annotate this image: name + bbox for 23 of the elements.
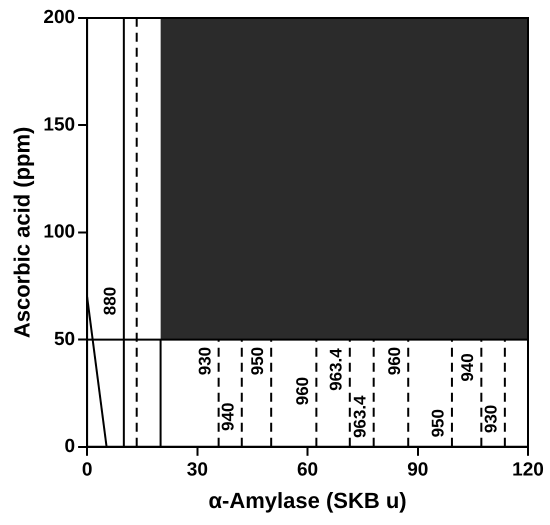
annotation: 963.4 <box>350 394 370 438</box>
annotation: 963.4 <box>326 348 346 391</box>
x-tick-label: 60 <box>296 459 318 480</box>
annotation: 950 <box>248 346 267 376</box>
annotation: 880 <box>100 286 120 316</box>
annotation: 940 <box>458 353 478 382</box>
y-tick-label: 50 <box>54 328 76 350</box>
annotation: 930 <box>195 346 214 376</box>
y-tick-label: 0 <box>64 436 76 458</box>
x-tick-label: 30 <box>186 459 208 480</box>
x-axis-title: α-Amylase (SKB u) <box>208 488 407 513</box>
x-tick-label: 90 <box>407 459 428 480</box>
annotation: 960 <box>293 376 312 406</box>
x-tick-label: 120 <box>512 459 544 480</box>
y-axis-title: Ascorbic acid (ppm) <box>9 126 34 338</box>
y-tick-label: 200 <box>43 7 76 28</box>
y-tick-label: 150 <box>43 114 76 136</box>
annotation: 930 <box>482 404 501 434</box>
annotation: 960 <box>384 346 404 376</box>
x-tick-label: 0 <box>82 459 92 480</box>
y-tick-label: 100 <box>43 222 76 243</box>
annotation: 950 <box>428 409 448 438</box>
annotation: 940 <box>218 402 238 431</box>
